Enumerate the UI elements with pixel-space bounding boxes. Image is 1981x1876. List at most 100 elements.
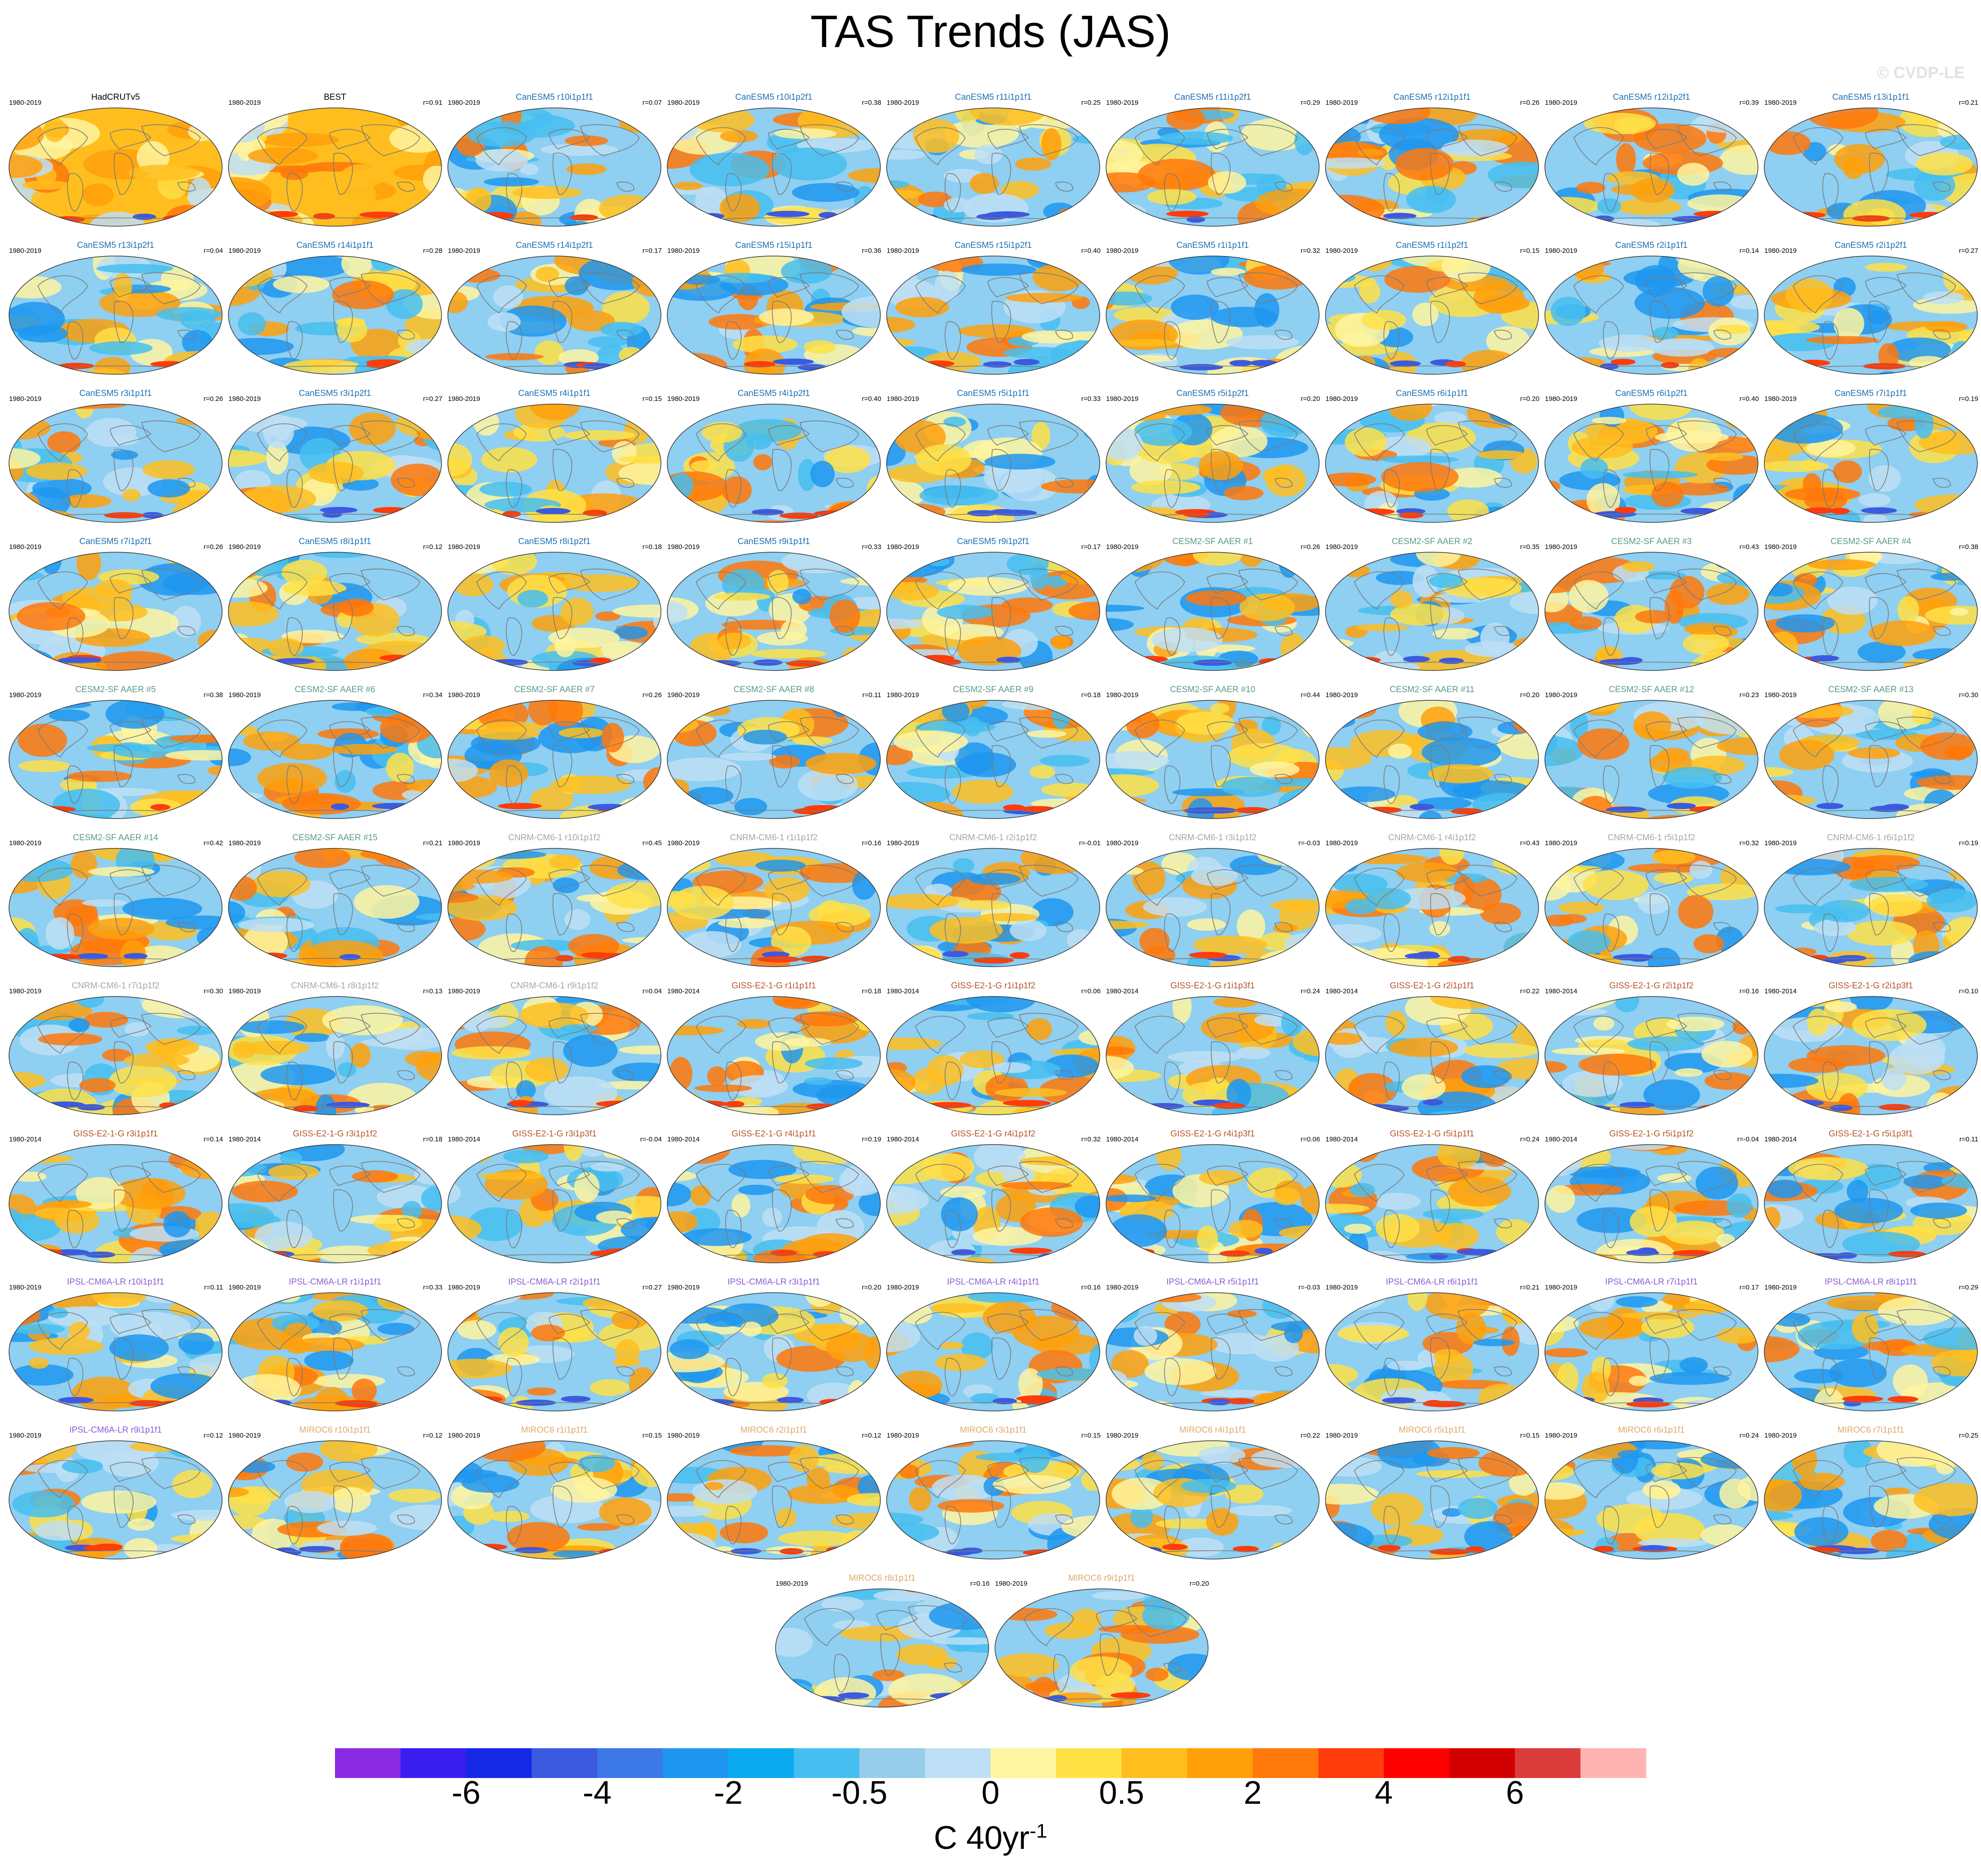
trend-anomaly-blob — [1794, 1517, 1849, 1546]
trend-anomaly-blob — [821, 1596, 864, 1612]
trend-anomaly-blob — [893, 730, 968, 753]
map-panel: CanESM5 r15i1p1f1 1980-2019 r=0.36 — [665, 241, 883, 390]
map-border — [228, 1144, 442, 1263]
colorbar-unit-label: C 40yr-1 — [0, 1820, 1981, 1857]
continent-outline — [1274, 1218, 1293, 1229]
panel-period: 1980-2019 — [9, 987, 42, 995]
panel-pattern-correlation: r=0.19 — [862, 1136, 881, 1143]
continent-outline — [552, 301, 572, 343]
trend-anomaly-blob — [1786, 278, 1833, 313]
trend-anomaly-blob — [520, 163, 539, 175]
panel-title: CESM2-SF AAER #15 — [292, 833, 378, 843]
map-border — [9, 404, 223, 523]
map-panel: CanESM5 r7i1p1f1 1980-2019 r=0.19 — [1762, 389, 1980, 538]
global-trend-map — [1106, 256, 1320, 375]
trend-anomaly-blob — [1349, 1183, 1375, 1197]
continent-outline — [1897, 420, 1956, 452]
trend-anomaly-blob — [774, 1174, 834, 1184]
trend-anomaly-blob — [1627, 1036, 1705, 1052]
trend-anomaly-blob — [1015, 157, 1051, 171]
trend-anomaly-blob — [1576, 182, 1606, 194]
continent-outline — [549, 1165, 591, 1186]
trend-anomaly-blob — [1584, 113, 1656, 135]
trend-anomaly-blob — [1651, 850, 1696, 865]
continent-outline — [1933, 330, 1951, 340]
global-trend-map — [228, 1292, 442, 1411]
global-trend-map — [228, 552, 442, 671]
continent-outline — [616, 1514, 634, 1525]
trend-anomaly-blob — [75, 953, 108, 960]
trend-anomaly-blob — [1935, 1459, 1955, 1475]
trend-anomaly-blob — [49, 709, 90, 722]
trend-anomaly-blob — [721, 619, 801, 630]
trend-anomaly-blob — [762, 1207, 782, 1227]
panel-pattern-correlation: r=0.34 — [423, 691, 442, 699]
panel-pattern-correlation: r=0.43 — [1520, 839, 1539, 847]
map-panel: MIROC6 r10i1p1f1 1980-2019 r=0.12 — [226, 1425, 444, 1574]
global-trend-map — [447, 996, 661, 1115]
trend-anomaly-blob — [96, 264, 173, 274]
global-trend-map — [886, 996, 1100, 1115]
continent-outline — [552, 597, 572, 639]
trend-anomaly-blob — [1881, 1067, 1907, 1091]
continent-outline — [725, 1210, 742, 1248]
continent-outline — [1458, 717, 1517, 749]
map-panel: CanESM5 r5i1p1f1 1980-2019 r=0.33 — [884, 389, 1102, 538]
trend-anomaly-blob — [124, 1538, 158, 1559]
map-panel: IPSL-CM6A-LR r4i1p1f1 1980-2019 r=0.16 — [884, 1277, 1102, 1426]
continent-outline — [800, 1161, 859, 1193]
panel-title: CESM2-SF AAER #4 — [1830, 537, 1911, 546]
panel-pattern-correlation: r=0.28 — [423, 247, 442, 255]
trend-anomaly-blob — [233, 1041, 256, 1059]
trend-anomaly-blob — [1779, 740, 1835, 770]
panel-title: CanESM5 r3i1p1f1 — [79, 389, 152, 398]
trend-anomaly-blob — [1926, 888, 1977, 912]
trend-anomaly-blob — [549, 854, 581, 870]
continent-outline — [1274, 774, 1293, 784]
trend-anomaly-blob — [401, 1201, 422, 1220]
map-border — [1544, 848, 1758, 967]
panel-title: CESM2-SF AAER #2 — [1391, 537, 1473, 546]
panel-pattern-correlation: r=0.14 — [1739, 247, 1759, 255]
map-panel: IPSL-CM6A-LR r2i1p1f1 1980-2019 r=0.27 — [445, 1277, 664, 1426]
continent-outline — [1573, 571, 1624, 610]
panel-title: CanESM5 r9i1p2f1 — [957, 537, 1030, 546]
panel-title: CanESM5 r11i1p2f1 — [1174, 93, 1251, 102]
trend-anomaly-blob — [535, 266, 559, 282]
continent-outline — [1207, 425, 1249, 446]
trend-anomaly-blob — [1576, 1207, 1647, 1233]
trend-anomaly-blob — [1130, 480, 1200, 494]
colorbar-swatch — [597, 1748, 663, 1778]
trend-anomaly-blob — [804, 1057, 863, 1070]
trend-anomaly-blob — [824, 446, 871, 473]
continent-outline — [1649, 893, 1669, 936]
continent-outline — [113, 1041, 134, 1084]
trend-anomaly-blob — [350, 1043, 371, 1068]
trend-anomaly-blob — [984, 462, 1043, 493]
trend-anomaly-blob — [722, 569, 765, 601]
continent-outline — [1646, 1462, 1688, 1482]
trend-anomaly-blob — [601, 723, 624, 753]
global-trend-map — [667, 700, 881, 819]
continent-outline — [286, 1506, 303, 1545]
trend-anomaly-blob — [1041, 128, 1061, 161]
trend-anomaly-blob — [1191, 866, 1238, 886]
continent-outline — [329, 869, 371, 890]
panel-period: 1980-2019 — [1106, 99, 1139, 107]
trend-anomaly-blob — [1591, 417, 1627, 424]
map-panel: HadCRUTv5 1980-2019 — [6, 93, 225, 242]
map-border — [9, 552, 223, 671]
panel-title: MIROC6 r10i1p1f1 — [299, 1425, 371, 1435]
continent-outline — [1210, 893, 1231, 936]
global-trend-map — [1764, 1144, 1978, 1263]
continent-outline — [1933, 1366, 1951, 1377]
panel-period: 1980-2019 — [667, 1284, 700, 1291]
panel-pattern-correlation: r=0.17 — [1081, 543, 1101, 551]
global-trend-map — [228, 1144, 442, 1263]
trend-anomaly-blob — [28, 1337, 104, 1355]
panel-pattern-correlation: r=0.29 — [1959, 1284, 1978, 1291]
trend-anomaly-blob — [1578, 1053, 1656, 1076]
continent-outline — [1135, 867, 1185, 906]
continent-outline — [1238, 124, 1298, 156]
continent-outline — [1677, 568, 1737, 601]
